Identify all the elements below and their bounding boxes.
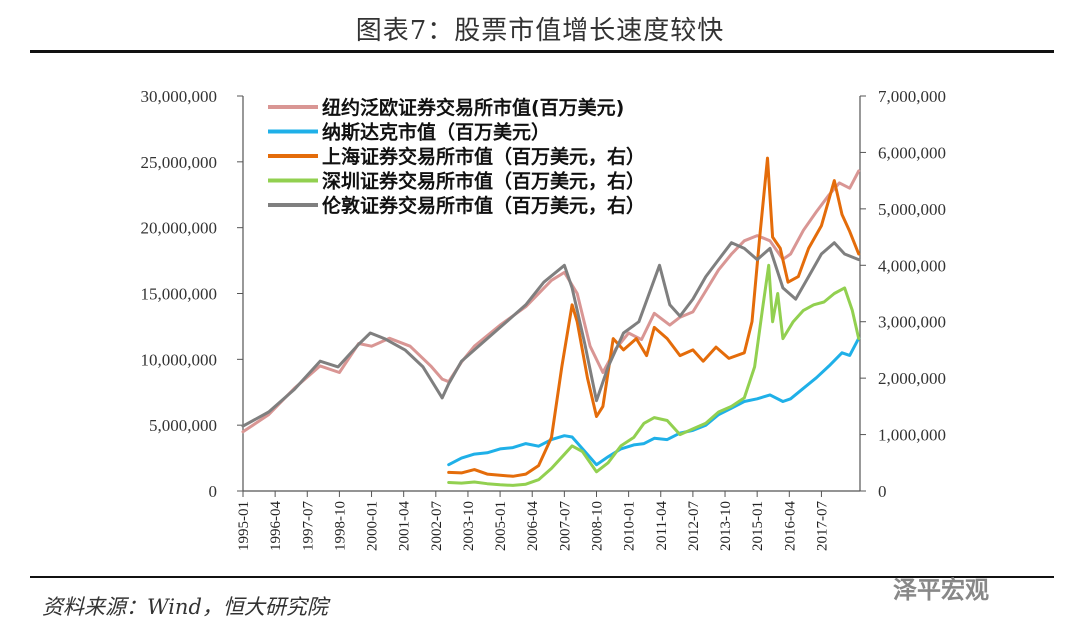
series-lines: [241, 156, 861, 487]
x-tick-label: 2003-10: [461, 501, 477, 551]
x-tick-label: 2012-07: [686, 501, 702, 551]
legend: 纽约泛欧证券交易所市值(百万美元)纳斯达克市值（百万美元）上海证券交易所市值（百…: [268, 96, 645, 217]
right-tick-label: 3,000,000: [878, 313, 946, 332]
x-tick-label: 2002-07: [429, 501, 445, 551]
chart-title: 图表7：股票市值增长速度较快: [355, 16, 725, 46]
legend-label-4: 伦敦证券交易所市值（百万美元，右）: [322, 194, 645, 217]
right-tick-label: 7,000,000: [878, 87, 946, 106]
legend-label-3: 深圳证券交易所市值（百万美元，右）: [322, 170, 645, 193]
left-tick-label: 25,000,000: [141, 153, 218, 172]
series-line-4: [241, 241, 861, 428]
right-tick-label: 4,000,000: [878, 256, 946, 275]
tick-labels: 0 5,000,000 10,000,000 15,000,000 20,000,000…: [141, 87, 947, 551]
x-tick-label: 2010-01: [622, 501, 638, 551]
top-rule: [30, 50, 1054, 53]
x-tick-label: 2015-01: [750, 501, 766, 551]
right-tick-label: 2,000,000: [878, 369, 946, 388]
right-tick-label: 1,000,000: [878, 426, 946, 445]
right-tick-label: 0: [878, 482, 887, 501]
right-tick-label: 5,000,000: [878, 200, 946, 219]
x-tick-label: 2005-01: [493, 501, 509, 551]
series-line-3: [447, 263, 861, 487]
x-tick-label: 2001-04: [397, 501, 413, 551]
left-tick-label: 15,000,000: [141, 285, 218, 304]
bottom-rule: [30, 576, 1054, 578]
x-tick-label: 2016-04: [782, 501, 798, 551]
source-note: 资料来源：Wind，恒大研究院: [42, 595, 328, 619]
watermark: 泽平宏观: [893, 576, 989, 604]
left-tick-label: 5,000,000: [149, 416, 217, 435]
left-tick-label: 0: [209, 482, 218, 501]
x-tick-label: 1996-04: [268, 501, 284, 551]
series-line-1: [447, 336, 861, 467]
right-tick-label: 6,000,000: [878, 143, 946, 162]
x-tick-label: 2013-10: [718, 501, 734, 551]
x-tick-label: 1995-01: [236, 501, 252, 551]
left-tick-label: 30,000,000: [141, 87, 218, 106]
legend-label-2: 上海证券交易所市值（百万美元，右）: [322, 145, 645, 168]
x-tick-label: 2011-04: [654, 501, 670, 551]
x-tick-label: 2007-07: [557, 501, 573, 551]
left-tick-label: 20,000,000: [141, 219, 218, 238]
legend-label-0: 纽约泛欧证券交易所市值(百万美元): [322, 96, 624, 119]
x-tick-label: 2000-01: [365, 501, 381, 551]
left-tick-label: 10,000,000: [141, 350, 218, 369]
x-tick-label: 2006-04: [525, 501, 541, 551]
x-tick-label: 1997-07: [300, 501, 316, 551]
legend-label-1: 纳斯达克市值（百万美元）: [322, 121, 550, 144]
series-line-2: [447, 156, 861, 478]
x-tick-label: 2008-10: [589, 501, 605, 551]
x-tick-label: 1998-10: [332, 501, 348, 551]
x-tick-label: 2017-07: [814, 501, 830, 551]
